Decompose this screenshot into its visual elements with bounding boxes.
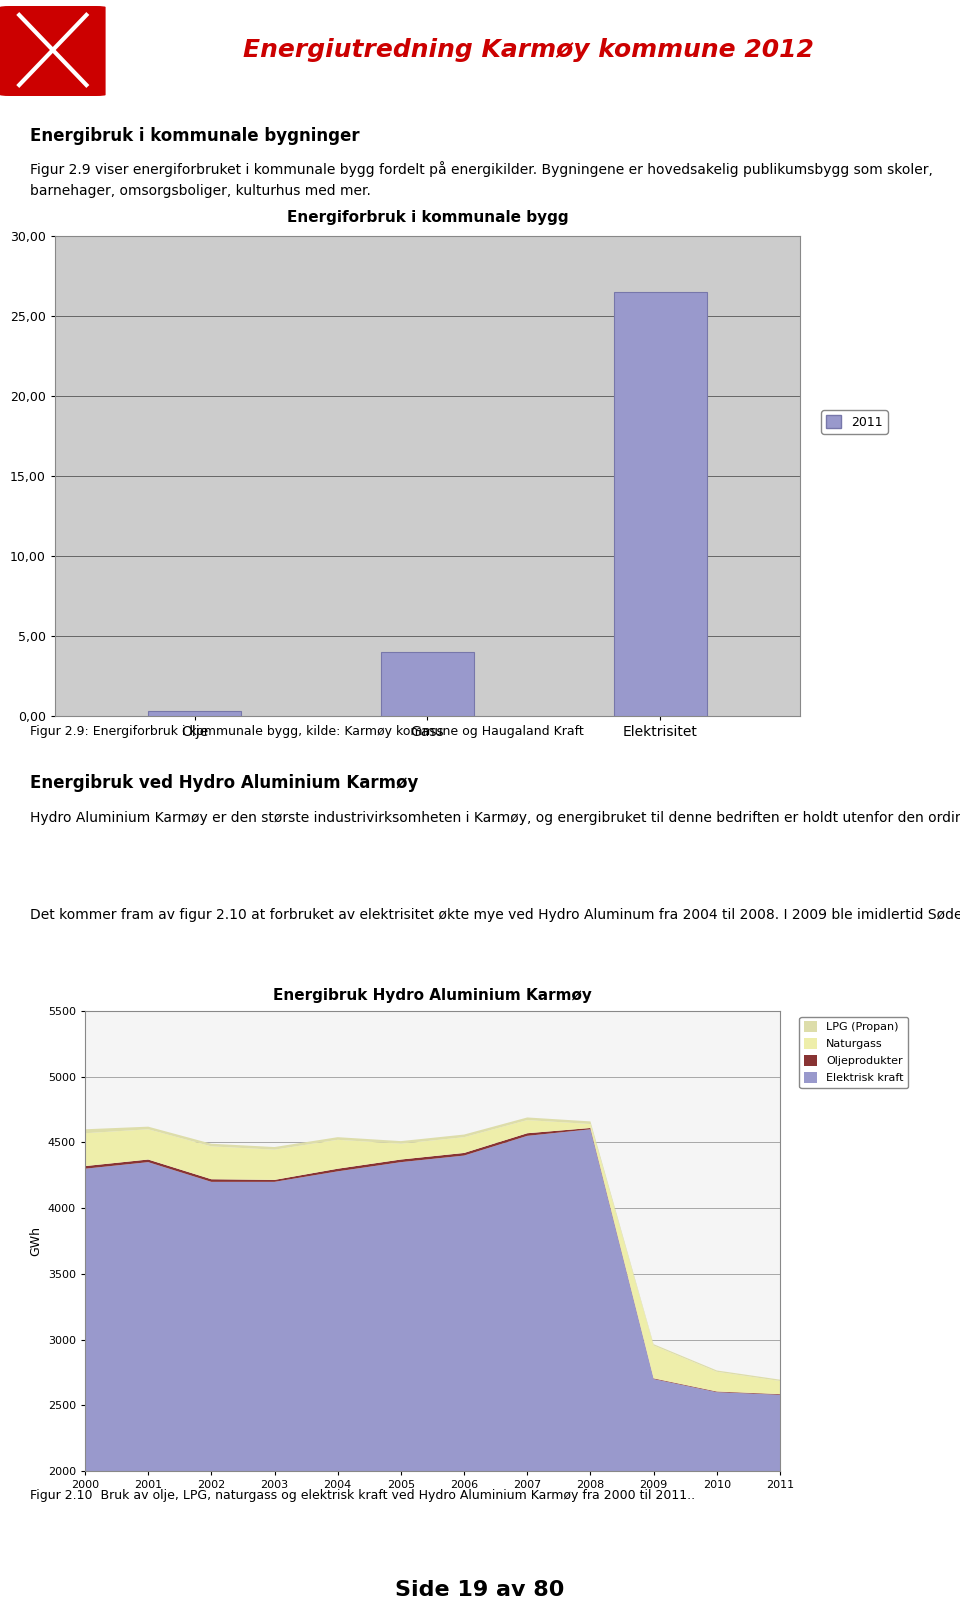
FancyBboxPatch shape bbox=[0, 6, 106, 95]
Title: Energibruk Hydro Aluminium Karmøy: Energibruk Hydro Aluminium Karmøy bbox=[273, 987, 592, 1004]
Bar bbox=[148, 711, 241, 716]
Text: Figur 2.10  Bruk av olje, LPG, naturgass og elektrisk kraft ved Hydro Aluminium : Figur 2.10 Bruk av olje, LPG, naturgass … bbox=[30, 1490, 695, 1503]
Text: Energibruk ved Hydro Aluminium Karmøy: Energibruk ved Hydro Aluminium Karmøy bbox=[30, 774, 419, 792]
Bar bbox=[613, 292, 707, 716]
Text: Figur 2.9 viser energiforbruket i kommunale bygg fordelt på energikilder. Bygnin: Figur 2.9 viser energiforbruket i kommun… bbox=[30, 162, 933, 197]
Text: Side 19 av 80: Side 19 av 80 bbox=[396, 1579, 564, 1600]
Text: Energibruk i kommunale bygninger: Energibruk i kommunale bygninger bbox=[30, 128, 360, 145]
Bar bbox=[381, 651, 474, 716]
Text: Hydro Aluminium Karmøy er den største industrivirksomheten i Karmøy, og energibr: Hydro Aluminium Karmøy er den største in… bbox=[30, 811, 960, 826]
Text: Figur 2.9: Energiforbruk i kommunale bygg, kilde: Karmøy kommune og Haugaland Kr: Figur 2.9: Energiforbruk i kommunale byg… bbox=[30, 726, 584, 739]
Y-axis label: GWh: GWh bbox=[30, 1227, 42, 1256]
Text: Det kommer fram av figur 2.10 at forbruket av elektrisitet økte mye ved Hydro Al: Det kommer fram av figur 2.10 at forbruk… bbox=[30, 907, 960, 923]
Text: Energiutredning Karmøy kommune 2012: Energiutredning Karmøy kommune 2012 bbox=[243, 39, 813, 61]
Title: Energiforbruk i kommunale bygg: Energiforbruk i kommunale bygg bbox=[287, 210, 568, 225]
Legend: 2011: 2011 bbox=[821, 410, 888, 433]
Legend: LPG (Propan), Naturgass, Oljeprodukter, Elektrisk kraft: LPG (Propan), Naturgass, Oljeprodukter, … bbox=[800, 1016, 908, 1088]
